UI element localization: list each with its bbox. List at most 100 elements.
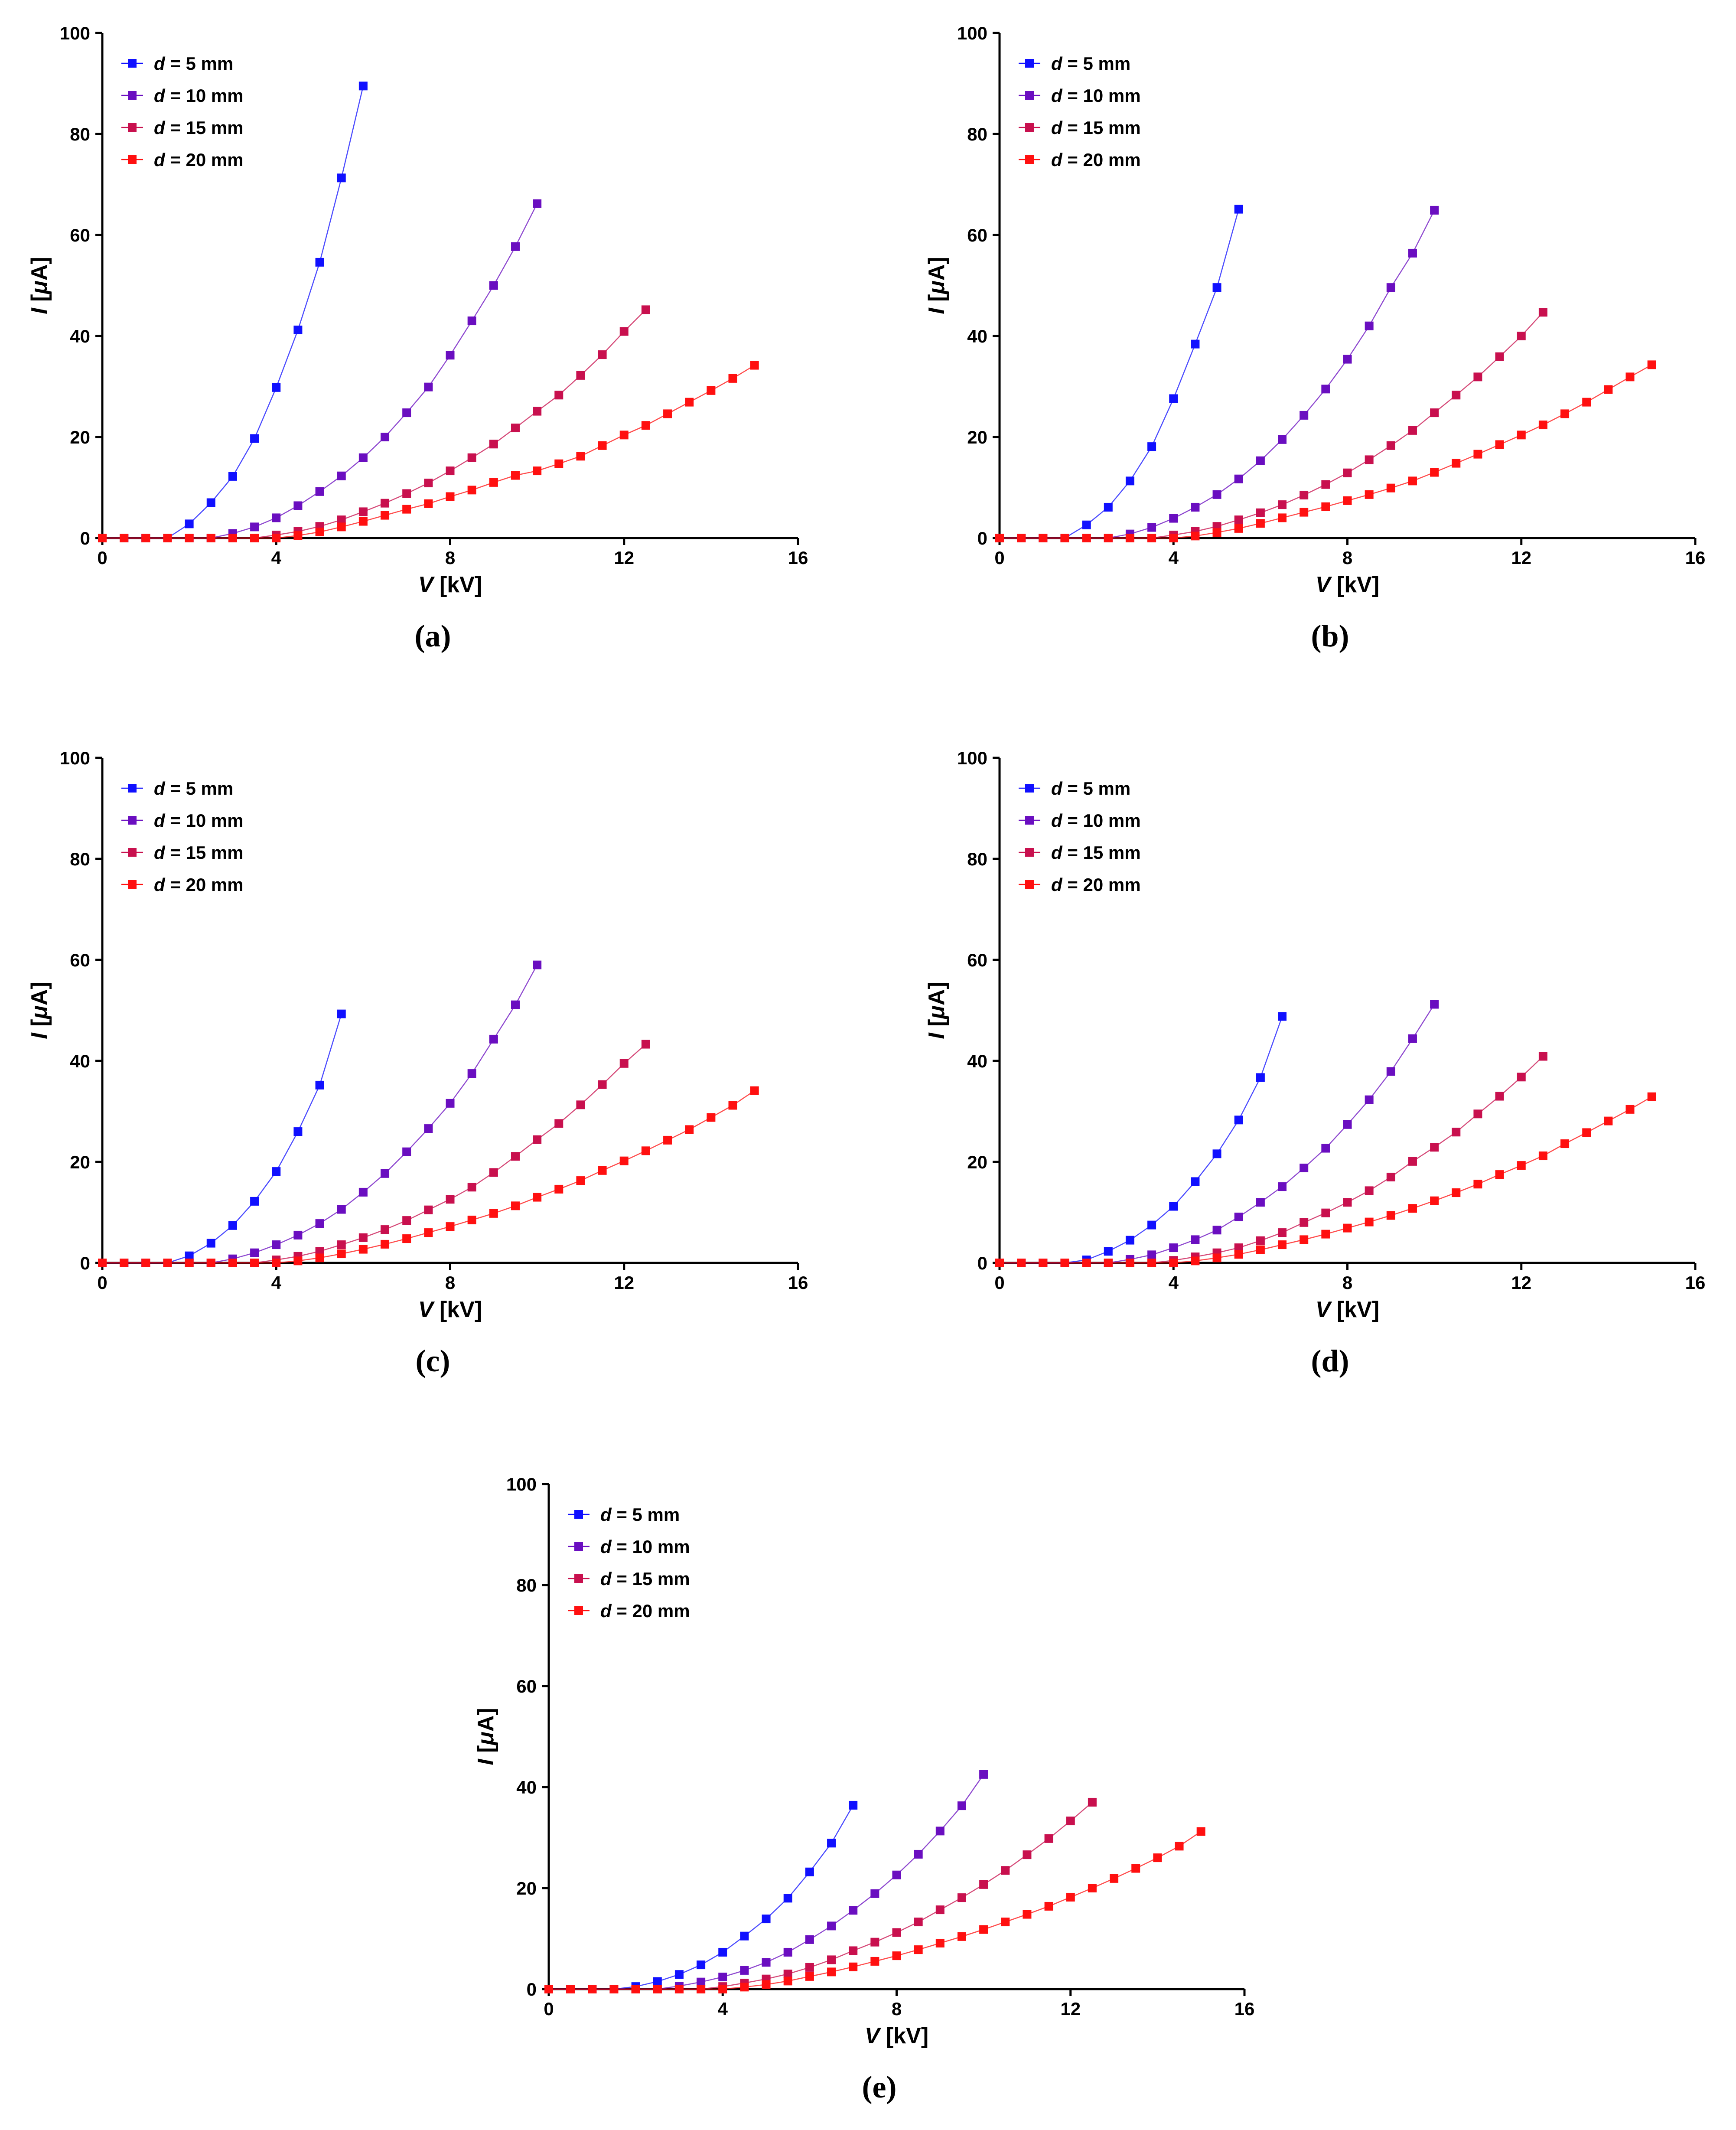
data-point bbox=[849, 1946, 858, 1955]
data-point bbox=[740, 1983, 749, 1992]
data-point bbox=[424, 382, 433, 391]
data-point bbox=[1088, 1884, 1097, 1892]
data-point bbox=[619, 1059, 629, 1068]
data-point bbox=[957, 1932, 966, 1941]
data-point bbox=[1582, 1128, 1591, 1137]
data-point bbox=[337, 1249, 346, 1259]
data-point bbox=[728, 374, 737, 383]
data-point bbox=[1321, 1230, 1330, 1239]
data-point bbox=[381, 1240, 390, 1249]
data-point bbox=[598, 441, 607, 450]
data-point bbox=[315, 1253, 324, 1262]
data-point bbox=[1386, 483, 1395, 493]
series-line bbox=[102, 1044, 646, 1264]
data-point bbox=[402, 489, 411, 498]
data-point bbox=[1066, 1892, 1075, 1902]
data-point bbox=[402, 1216, 411, 1225]
data-point bbox=[293, 501, 303, 510]
data-point bbox=[120, 1259, 129, 1267]
y-tick-label: 20 bbox=[516, 1878, 537, 1898]
data-point bbox=[1147, 1250, 1156, 1259]
data-point bbox=[1495, 440, 1504, 449]
data-point bbox=[783, 1894, 792, 1903]
data-point bbox=[1191, 339, 1200, 349]
data-point bbox=[489, 281, 498, 290]
data-point bbox=[870, 1889, 879, 1898]
data-point bbox=[293, 1256, 303, 1266]
data-point bbox=[1039, 1259, 1048, 1267]
data-point bbox=[337, 1240, 346, 1249]
y-tick-label: 20 bbox=[967, 1152, 987, 1172]
data-point bbox=[337, 515, 346, 525]
data-point bbox=[598, 1166, 607, 1175]
data-point bbox=[1060, 1259, 1069, 1267]
data-point bbox=[424, 499, 433, 508]
data-point bbox=[1125, 534, 1134, 542]
x-tick-label: 0 bbox=[97, 548, 107, 568]
data-point bbox=[1147, 1259, 1156, 1267]
legend-swatch-marker bbox=[574, 1606, 583, 1615]
data-point bbox=[1001, 1918, 1010, 1927]
data-point bbox=[1147, 523, 1156, 532]
series-line bbox=[1000, 312, 1544, 539]
data-point bbox=[1256, 519, 1265, 528]
data-point bbox=[870, 1957, 879, 1966]
data-point bbox=[1300, 411, 1309, 420]
y-axis-title: I [μA] bbox=[27, 257, 52, 314]
data-point bbox=[1517, 332, 1526, 340]
x-axis-title: V [kV] bbox=[418, 572, 482, 597]
series-15mm bbox=[995, 1052, 1547, 1267]
data-point bbox=[206, 498, 215, 507]
data-point bbox=[1278, 1228, 1287, 1237]
data-point bbox=[1343, 1198, 1352, 1207]
data-point bbox=[995, 534, 1004, 542]
legend-swatch-marker bbox=[128, 155, 137, 164]
data-point bbox=[228, 1221, 237, 1230]
data-point bbox=[554, 391, 563, 400]
panel-label: (d) bbox=[1311, 1344, 1349, 1378]
data-point bbox=[1321, 1144, 1330, 1153]
data-point bbox=[805, 1963, 814, 1972]
data-point bbox=[533, 1193, 542, 1202]
legend-swatch-marker bbox=[128, 123, 137, 132]
data-point bbox=[1191, 1235, 1200, 1244]
data-point bbox=[1088, 1797, 1097, 1807]
panel-label: (c) bbox=[416, 1344, 450, 1378]
y-axis-title: I [μA] bbox=[924, 982, 949, 1039]
data-point bbox=[1212, 283, 1221, 292]
data-point bbox=[1001, 1866, 1010, 1875]
x-tick-label: 4 bbox=[1169, 1272, 1179, 1293]
y-axis-title: I [μA] bbox=[27, 982, 52, 1039]
data-point bbox=[381, 433, 390, 441]
data-point bbox=[1131, 1864, 1140, 1873]
data-point bbox=[293, 1230, 303, 1240]
legend-label: d = 15 mm bbox=[1051, 117, 1141, 138]
series-15mm bbox=[98, 1040, 650, 1267]
data-point bbox=[697, 1960, 706, 1970]
data-point bbox=[98, 1259, 107, 1267]
data-point bbox=[381, 499, 390, 508]
data-point bbox=[358, 1187, 368, 1197]
data-point bbox=[402, 1147, 411, 1156]
x-tick-label: 0 bbox=[994, 548, 1004, 568]
data-point bbox=[1473, 1109, 1482, 1119]
data-point bbox=[609, 1985, 619, 1993]
data-point bbox=[576, 1176, 585, 1185]
legend: d = 5 mm d = 10 mm d = 15 mm d = 20 mm bbox=[121, 53, 244, 170]
data-point bbox=[805, 1935, 814, 1944]
data-point bbox=[1278, 513, 1287, 522]
data-point bbox=[1517, 431, 1526, 440]
series-10mm bbox=[995, 1000, 1439, 1267]
legend-swatch-marker bbox=[1025, 848, 1034, 857]
y-tick-label: 40 bbox=[516, 1777, 537, 1797]
data-point bbox=[1386, 441, 1395, 450]
data-point bbox=[619, 431, 629, 440]
data-point bbox=[1365, 321, 1374, 330]
data-point bbox=[1408, 1034, 1417, 1043]
legend-swatch-marker bbox=[574, 1510, 583, 1519]
data-point bbox=[1153, 1853, 1162, 1863]
y-tick-label: 0 bbox=[80, 528, 90, 548]
legend-label: d = 10 mm bbox=[600, 1536, 690, 1557]
legend-label: d = 20 mm bbox=[600, 1601, 690, 1621]
